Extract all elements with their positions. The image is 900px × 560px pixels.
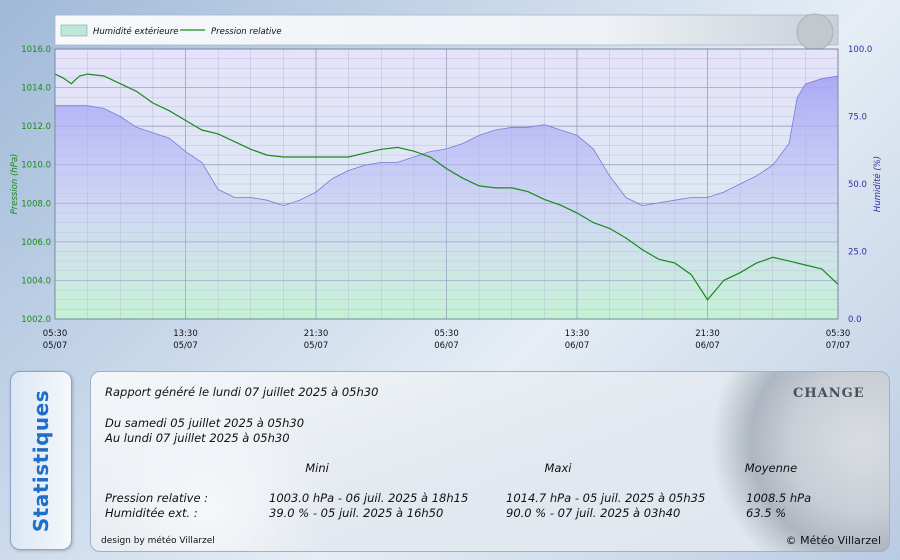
x-tick-time: 05:30	[826, 329, 851, 339]
left-tick-label: 1010.0	[21, 161, 51, 171]
col-max-header: Maxi	[544, 461, 572, 475]
x-tick-time: 13:30	[173, 329, 198, 339]
report-generated-line: Rapport généré le lundi 07 juillet 2025 …	[105, 385, 379, 399]
right-tick-label: 75.0	[848, 113, 867, 123]
col-min-header: Mini	[305, 461, 329, 475]
legend-pressure-label: Pression relative	[211, 27, 282, 37]
copyright: © Météo Villarzel	[785, 534, 881, 547]
col-avg-header: Moyenne	[744, 461, 798, 475]
row-pressure-label: Pression relative :	[105, 491, 209, 505]
humidity-series-line	[55, 70, 839, 207]
left-axis-title: Pression (hPa)	[10, 154, 20, 215]
x-tick-time: 21:30	[304, 329, 329, 339]
left-tick-label: 1006.0	[21, 238, 51, 248]
left-axis: 1016.0 1014.0 1012.0 1010.0 1008.0 1006.0 1004…	[21, 45, 51, 325]
x-tick-time: 21:30	[695, 329, 720, 339]
humidity-area	[55, 70, 838, 319]
row-pressure-avg: 1008.5 hPa	[746, 491, 812, 505]
x-tick-date: 06/07	[565, 341, 590, 351]
pressure-series-line	[54, 73, 839, 301]
x-tick-time: 05:30	[43, 329, 68, 339]
statistics-tab-label: Statistiques	[29, 389, 53, 532]
chart-legend: Humidité extérieure Pression relative	[54, 13, 839, 51]
row-pressure-max: 1014.7 hPa - 05 juil. 2025 à 05h35	[506, 491, 706, 505]
left-tick-label: 1002.0	[21, 315, 51, 325]
x-tick-date: 06/07	[434, 341, 459, 351]
right-axis: 100.0 75.0 50.0 25.0 0.0	[848, 45, 872, 325]
row-humidity-max: 90.0 % - 07 juil. 2025 à 03h40	[506, 506, 681, 520]
x-tick-time: 13:30	[565, 329, 590, 339]
right-tick-label: 25.0	[848, 248, 867, 258]
x-tick-date: 05/07	[43, 341, 68, 351]
x-tick-date: 05/07	[173, 341, 198, 351]
left-tick-label: 1004.0	[21, 276, 51, 286]
chart: Humidité extérieure Pression relative 10…	[10, 13, 883, 351]
left-tick-label: 1016.0	[21, 45, 51, 55]
barometer-icon	[796, 13, 834, 51]
period-to-line: Au lundi 07 juillet 2025 à 05h30	[105, 431, 290, 445]
row-humidity-avg: 63.5 %	[746, 506, 787, 520]
x-tick-date: 07/07	[826, 341, 851, 351]
x-tick-date: 05/07	[304, 341, 329, 351]
legend-humidity-label: Humidité extérieure	[93, 26, 178, 37]
left-tick-label: 1014.0	[21, 84, 51, 94]
right-tick-label: 50.0	[848, 180, 867, 190]
legend-humidity-swatch	[60, 24, 88, 37]
plot-frame	[54, 48, 839, 320]
design-credit: design by météo Villarzel	[101, 536, 215, 546]
right-axis-title: Humidité (%)	[872, 156, 883, 212]
x-tick-date: 06/07	[695, 341, 720, 351]
statistics-panel: CHANGE Rapport généré le lundi 07 juille…	[90, 371, 890, 552]
x-tick-time: 05:30	[434, 329, 459, 339]
row-humidity-min: 39.0 % - 05 juil. 2025 à 16h50	[269, 506, 444, 520]
left-tick-label: 1012.0	[21, 122, 51, 132]
right-tick-label: 0.0	[848, 315, 862, 325]
x-axis: 05:30 05/07 13:30 05/07 21:30 05/07 05:30 06/07…	[43, 329, 851, 351]
statistics-tab[interactable]: Statistiques	[10, 371, 72, 550]
barometer-dial-text: CHANGE	[793, 386, 865, 401]
right-tick-label: 100.0	[848, 45, 872, 55]
period-from-line: Du samedi 05 juillet 2025 à 05h30	[105, 416, 305, 430]
left-tick-label: 1008.0	[21, 199, 51, 209]
row-humidity-label: Humiditée ext. :	[105, 506, 198, 520]
row-pressure-min: 1003.0 hPa - 06 juil. 2025 à 18h15	[269, 491, 469, 505]
